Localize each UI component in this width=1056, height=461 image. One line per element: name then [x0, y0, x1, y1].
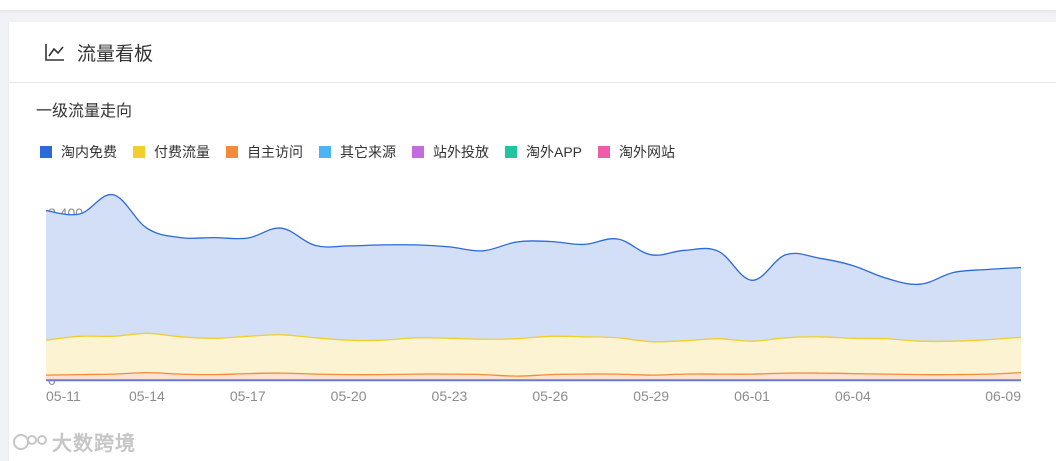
x-tick-label: 06-01 [734, 388, 770, 404]
legend-label: 自主访问 [247, 144, 303, 160]
x-tick-label: 05-26 [532, 388, 568, 404]
line-chart-icon [45, 44, 64, 61]
series-line[interactable] [45, 194, 1022, 286]
series-area [46, 372, 1021, 380]
x-tick-label: 05-20 [331, 388, 367, 404]
x-tick-label: 05-11 [46, 388, 81, 404]
x-tick-label: 06-04 [835, 388, 871, 404]
legend-swatch [40, 146, 52, 158]
legend-swatch [412, 146, 424, 158]
legend-item[interactable]: 淘外网站 [598, 142, 675, 162]
watermark-logo-icon [13, 433, 47, 450]
x-tick-label: 05-23 [432, 388, 468, 404]
legend-label: 淘内免费 [61, 144, 117, 160]
series-line[interactable] [45, 332, 1022, 343]
legend-label: 站外投放 [433, 144, 489, 160]
card-title: 流量看板 [77, 43, 154, 65]
legend-label: 付费流量 [154, 144, 210, 160]
legend-swatch [319, 146, 331, 158]
top-card [0, 0, 1056, 11]
legend-item[interactable]: 淘外APP [505, 142, 582, 162]
watermark: 大数跨境 [12, 427, 136, 456]
legend-label: 淘外APP [526, 144, 583, 160]
x-tick-label: 06-09 [985, 388, 1021, 404]
series-line[interactable] [45, 371, 1022, 377]
legend-item[interactable]: 其它来源 [319, 142, 396, 162]
watermark-text: 大数跨境 [52, 433, 136, 455]
x-tick-label: 05-14 [129, 388, 165, 404]
section-title: 一级流量走向 [36, 103, 133, 120]
legend-item[interactable]: 淘内免费 [40, 142, 117, 162]
x-tick-label: 05-29 [633, 388, 669, 404]
legend-label: 其它来源 [340, 144, 396, 160]
card-header: 流量看板 [9, 22, 1056, 83]
legend-swatch [598, 146, 611, 158]
x-tick-label: 05-17 [230, 388, 266, 404]
chart-legend: 淘内免费 付费流量 自主访问 其它来源 站外投放 淘外APP 淘外网站 [40, 142, 691, 162]
legend-item[interactable]: 站外投放 [412, 142, 489, 162]
series-area [46, 194, 1021, 380]
legend-item[interactable]: 自主访问 [226, 142, 303, 162]
legend-swatch [505, 146, 517, 158]
series-area [46, 333, 1021, 380]
legend-label: 淘外网站 [619, 144, 676, 160]
legend-item[interactable]: 付费流量 [133, 142, 210, 162]
legend-swatch [226, 146, 238, 158]
legend-swatch [133, 146, 145, 158]
